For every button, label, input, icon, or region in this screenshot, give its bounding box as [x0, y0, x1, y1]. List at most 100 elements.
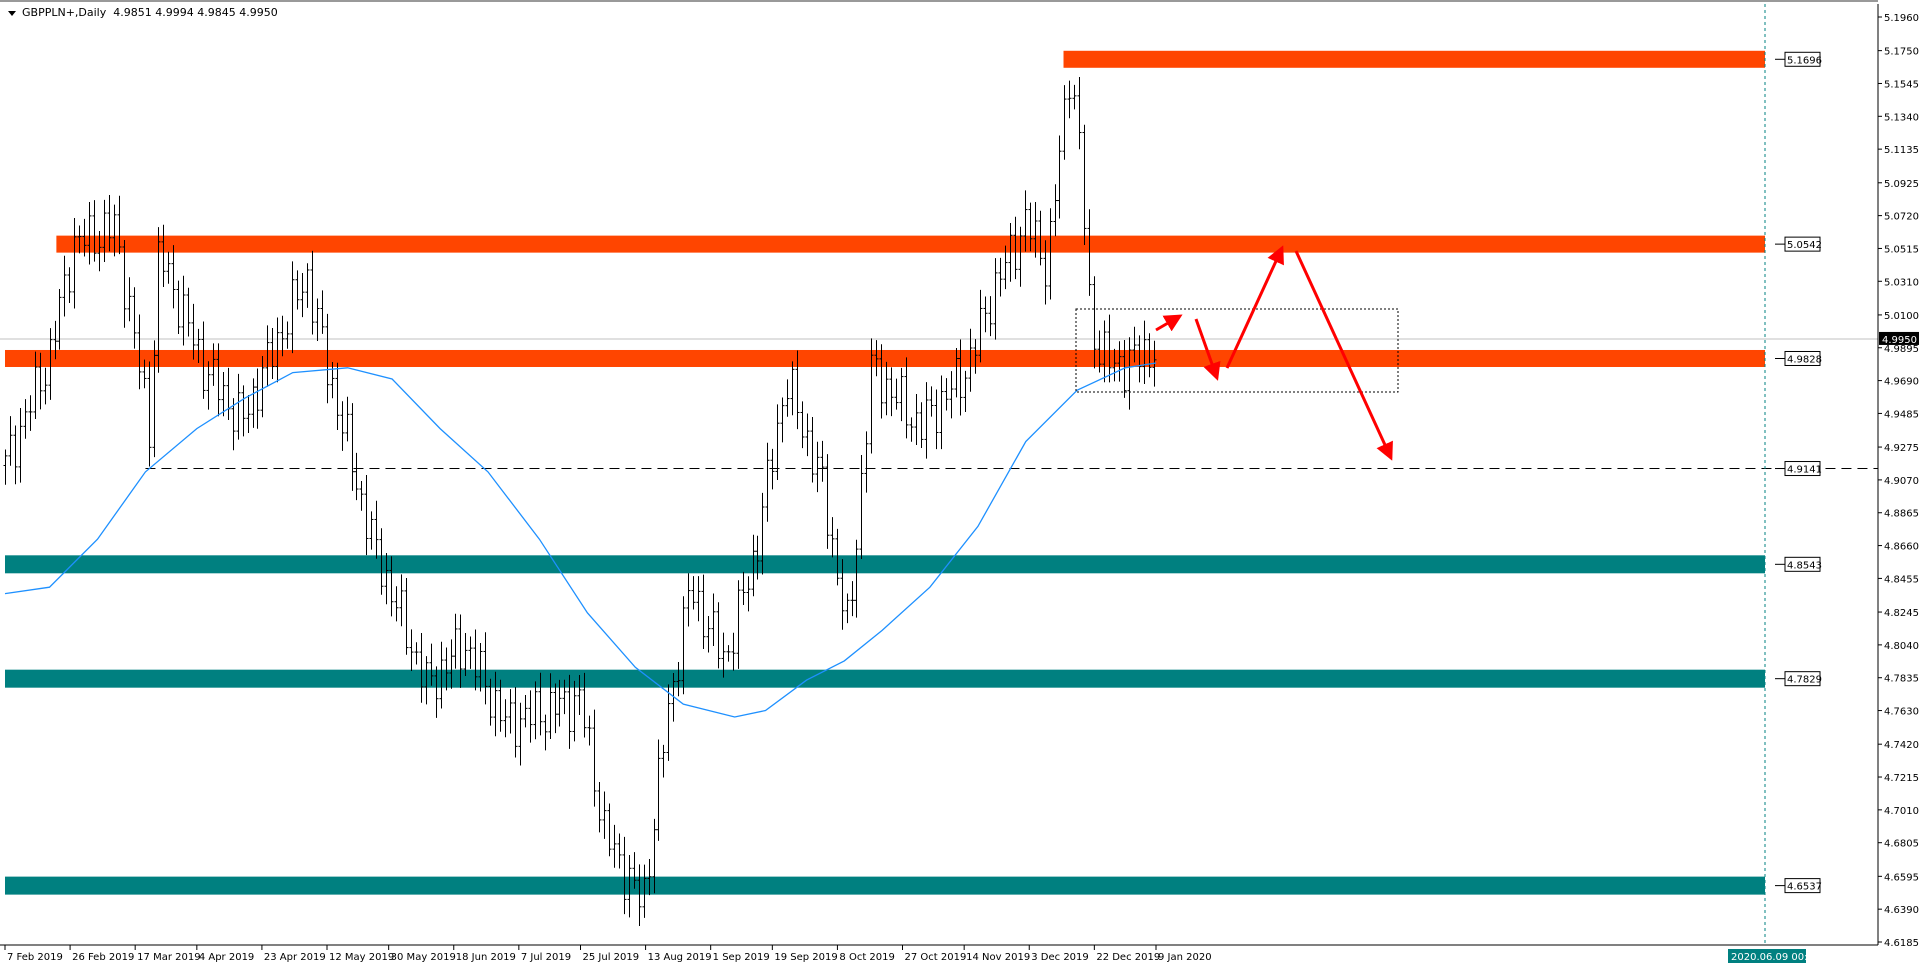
ohlc-bar: [424, 656, 429, 705]
ohlc-bar: [1147, 333, 1152, 378]
ohlc-bar: [597, 781, 602, 833]
ohlc-bar: [1013, 216, 1018, 280]
ohlc-bar: [1008, 222, 1013, 282]
ohlc-bar: [379, 528, 384, 595]
ohlc-bar: [186, 287, 191, 337]
ohlc-bar: [429, 643, 434, 686]
ohlc-bar: [751, 534, 756, 597]
ohlc-bar: [686, 573, 691, 627]
ohlc-bar: [1077, 76, 1082, 150]
ohlc-bar: [775, 404, 780, 480]
ohlc-bar: [1028, 202, 1033, 252]
ohlc-bar: [458, 614, 463, 688]
ohlc-bar: [973, 339, 978, 374]
ohlc-bar: [483, 632, 488, 705]
ohlc-bar: [453, 613, 458, 669]
ohlc-bar: [790, 361, 795, 416]
ohlc-bar: [949, 371, 954, 419]
ohlc-bar: [944, 378, 949, 411]
arrow-down-to-target[interactable]: [1294, 250, 1393, 461]
ohlc-bar: [963, 370, 968, 413]
ohlc-bar: [33, 351, 38, 420]
ohlc-bar: [1043, 240, 1048, 305]
dropdown-triangle-icon[interactable]: [8, 10, 16, 16]
x-tick-label: 12 May 2019: [329, 952, 394, 963]
ohlc-bar: [958, 339, 963, 416]
ohlc-bar: [691, 576, 696, 610]
ohlc-bar: [562, 679, 567, 715]
ohlc-bar: [206, 361, 211, 410]
ohlc-bar: [884, 361, 889, 416]
ohlc-bar: [894, 378, 899, 410]
ohlc-bar: [647, 858, 652, 896]
ohlc-bar: [632, 852, 637, 889]
ohlc-bar: [82, 218, 87, 257]
y-tick-label: 5.1960: [1884, 13, 1919, 24]
ohlc-bar: [528, 690, 533, 743]
ohlc-bar: [315, 298, 320, 342]
ohlc-bar: [612, 824, 617, 868]
ohlc-bar: [850, 581, 855, 617]
ohlc-bar: [760, 492, 765, 575]
x-tick-label: 14 Nov 2019: [966, 952, 1030, 963]
y-tick-label: 4.6805: [1884, 839, 1919, 850]
ohlc-bar: [449, 639, 454, 689]
x-tick-label: 19 Sep 2019: [774, 952, 837, 963]
ohlc-bar: [399, 574, 404, 627]
ohlc-bar: [617, 833, 622, 869]
ohlc-bar: [1048, 208, 1053, 300]
ohlc-bar: [889, 367, 894, 417]
ohlc-bar: [642, 864, 647, 918]
price-scale[interactable]: [1878, 0, 1920, 967]
ohlc-bar: [508, 689, 513, 734]
ohlc-bar: [785, 379, 790, 417]
ohlc-bar: [810, 417, 815, 483]
ohlc-bar: [67, 267, 72, 304]
ohlc-bar: [137, 314, 142, 390]
x-tick-label: 26 Feb 2019: [72, 952, 134, 963]
ohlc-bar: [473, 629, 478, 691]
ohlc-bar: [607, 803, 612, 857]
x-tick-label: 23 Apr 2019: [264, 952, 326, 963]
ohlc-bar: [161, 224, 166, 287]
ohlc-bar: [97, 231, 102, 272]
ohlc-bar: [1122, 340, 1127, 398]
ohlc-bar: [1107, 314, 1112, 383]
consolidation-rectangle[interactable]: [1075, 308, 1399, 393]
ohlc-bar: [280, 315, 285, 357]
ohlc-bar: [463, 633, 468, 677]
arrow-down-to-support[interactable]: [1194, 318, 1221, 381]
ohlc-bar: [939, 375, 944, 450]
ohlc-bar: [77, 225, 82, 254]
ohlc-bar: [23, 399, 28, 439]
ohlc-bar: [840, 559, 845, 630]
ohlc-bar: [701, 574, 706, 650]
level-label: 4.9828: [1787, 354, 1822, 365]
ohlc-bar: [127, 277, 132, 322]
ohlc-bar: [72, 217, 77, 309]
ohlc-bar: [350, 403, 355, 491]
level-label: 4.9141: [1787, 465, 1822, 476]
arrow-up-to-resistance[interactable]: [1225, 245, 1284, 369]
ohlc-bar: [1102, 320, 1107, 383]
ohlc-bar: [929, 386, 934, 417]
ohlc-bar: [1033, 201, 1038, 258]
ohlc-bar: [721, 632, 726, 678]
support-band-4.6537: [5, 876, 1765, 895]
ohlc-bar: [978, 289, 983, 363]
ohlc-bar: [102, 199, 107, 263]
ohlc-bar: [805, 413, 810, 457]
ohlc-bar: [196, 328, 201, 363]
ohlc-bar: [543, 714, 548, 751]
ohlc-bar: [122, 240, 127, 328]
ohlc-bar: [765, 442, 770, 522]
ohlc-bar: [637, 864, 642, 926]
y-tick-label: 4.7835: [1884, 674, 1919, 685]
ohlc-bar: [488, 678, 493, 726]
arrow-up-small[interactable]: [1155, 314, 1183, 332]
x-tick-label: 1 Sep 2019: [713, 952, 770, 963]
ohlc-bar: [62, 255, 67, 317]
level-label-box: [1784, 51, 1821, 67]
